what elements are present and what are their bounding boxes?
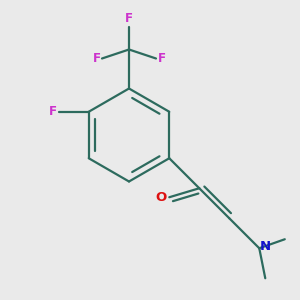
Text: F: F xyxy=(158,52,166,65)
Text: F: F xyxy=(92,52,101,65)
Text: O: O xyxy=(155,191,166,204)
Text: N: N xyxy=(260,240,271,253)
Text: F: F xyxy=(49,105,57,118)
Text: F: F xyxy=(125,13,133,26)
